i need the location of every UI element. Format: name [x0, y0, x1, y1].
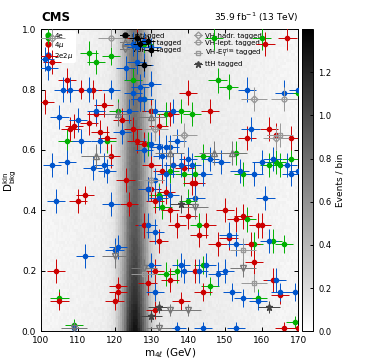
- X-axis label: $\mathrm{m}_{4\ell}\ \mathrm{(GeV)}$: $\mathrm{m}_{4\ell}\ \mathrm{(GeV)}$: [144, 347, 196, 360]
- Legend: VH-hadr. tagged, VH-lept. tagged, VH-$\mathrm{E}_{\mathrm{T}}^{\mathrm{miss}}$ t: VH-hadr. tagged, VH-lept. tagged, VH-$\m…: [192, 31, 264, 69]
- Y-axis label: $\mathrm{D}^{\mathrm{kin}}_{\mathrm{bkg}}$: $\mathrm{D}^{\mathrm{kin}}_{\mathrm{bkg}…: [1, 169, 19, 191]
- Y-axis label: Events / bin: Events / bin: [336, 154, 345, 207]
- Text: 35.9 fb$^{-1}$ (13 TeV): 35.9 fb$^{-1}$ (13 TeV): [214, 10, 298, 24]
- Text: CMS: CMS: [41, 11, 70, 24]
